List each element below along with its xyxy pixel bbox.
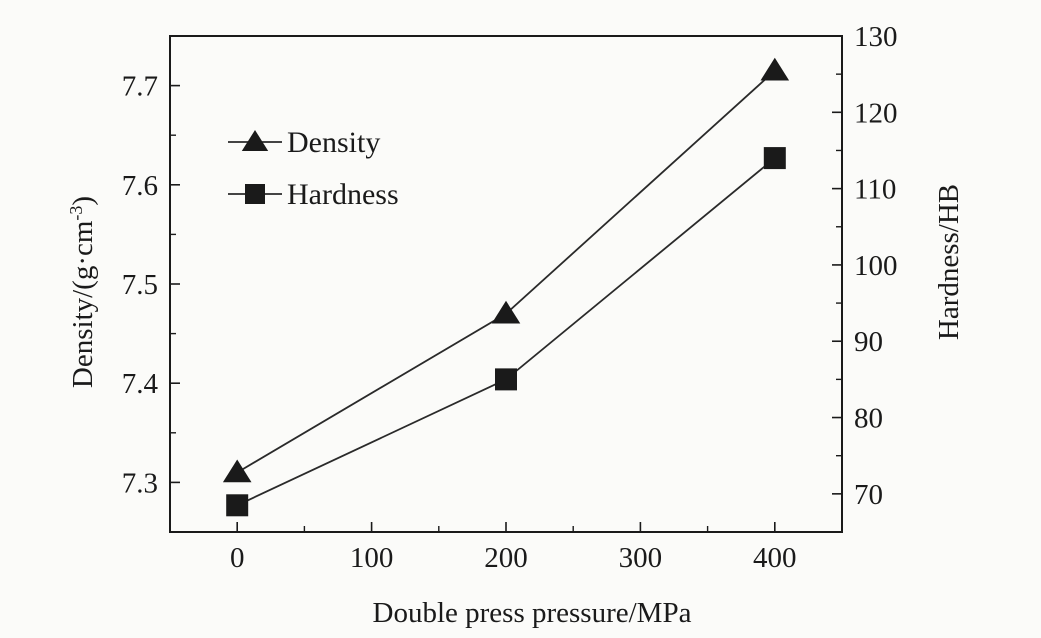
left-y-tick-label: 7.7 xyxy=(122,71,158,103)
right-y-tick-label: 130 xyxy=(854,21,898,53)
x-tick-label: 300 xyxy=(619,542,663,574)
x-tick-label: 400 xyxy=(753,542,797,574)
plot-border xyxy=(169,35,843,533)
left-y-tick-label: 7.5 xyxy=(122,269,158,301)
right-y-tick-label: 70 xyxy=(854,479,883,511)
hardness-point xyxy=(495,368,517,391)
density-legend-marker xyxy=(241,130,269,151)
x-tick-label: 200 xyxy=(484,542,528,574)
left-y-axis-title: Density/(g·cm-3) xyxy=(66,196,99,388)
x-tick-label: 100 xyxy=(350,542,394,574)
density-point xyxy=(491,300,521,324)
density-legend-label: Density xyxy=(287,126,380,159)
right-y-axis-ticks: 70 80 90 100 110 120 130 xyxy=(832,21,898,511)
legend: Density Hardness xyxy=(228,126,399,211)
x-tick-label: 0 xyxy=(230,542,245,574)
left-y-axis-ticks: 7.3 7.4 7.5 7.6 7.7 xyxy=(122,71,180,499)
right-y-tick-label: 80 xyxy=(854,403,883,435)
density-point xyxy=(222,459,252,483)
right-y-tick-label: 100 xyxy=(854,250,898,282)
hardness-point xyxy=(226,494,249,517)
plot-frame xyxy=(169,35,843,533)
left-y-tick-label: 7.6 xyxy=(122,170,158,202)
left-y-tick-label: 7.3 xyxy=(122,467,158,499)
right-y-tick-label: 110 xyxy=(854,174,896,206)
hardness-point xyxy=(763,147,786,170)
hardness-legend-marker xyxy=(245,184,265,204)
left-y-tick-label: 7.4 xyxy=(122,368,159,400)
density-point xyxy=(760,57,790,81)
hardness-legend-label: Hardness xyxy=(287,178,399,211)
right-y-tick-label: 120 xyxy=(854,97,898,129)
right-y-axis-title: Hardness/HB xyxy=(933,184,965,340)
series-markers xyxy=(222,57,790,517)
right-y-tick-label: 90 xyxy=(854,326,883,358)
x-axis-title: Double press pressure/MPa xyxy=(373,597,692,629)
x-axis-ticks: 0 100 200 300 400 xyxy=(230,522,797,574)
